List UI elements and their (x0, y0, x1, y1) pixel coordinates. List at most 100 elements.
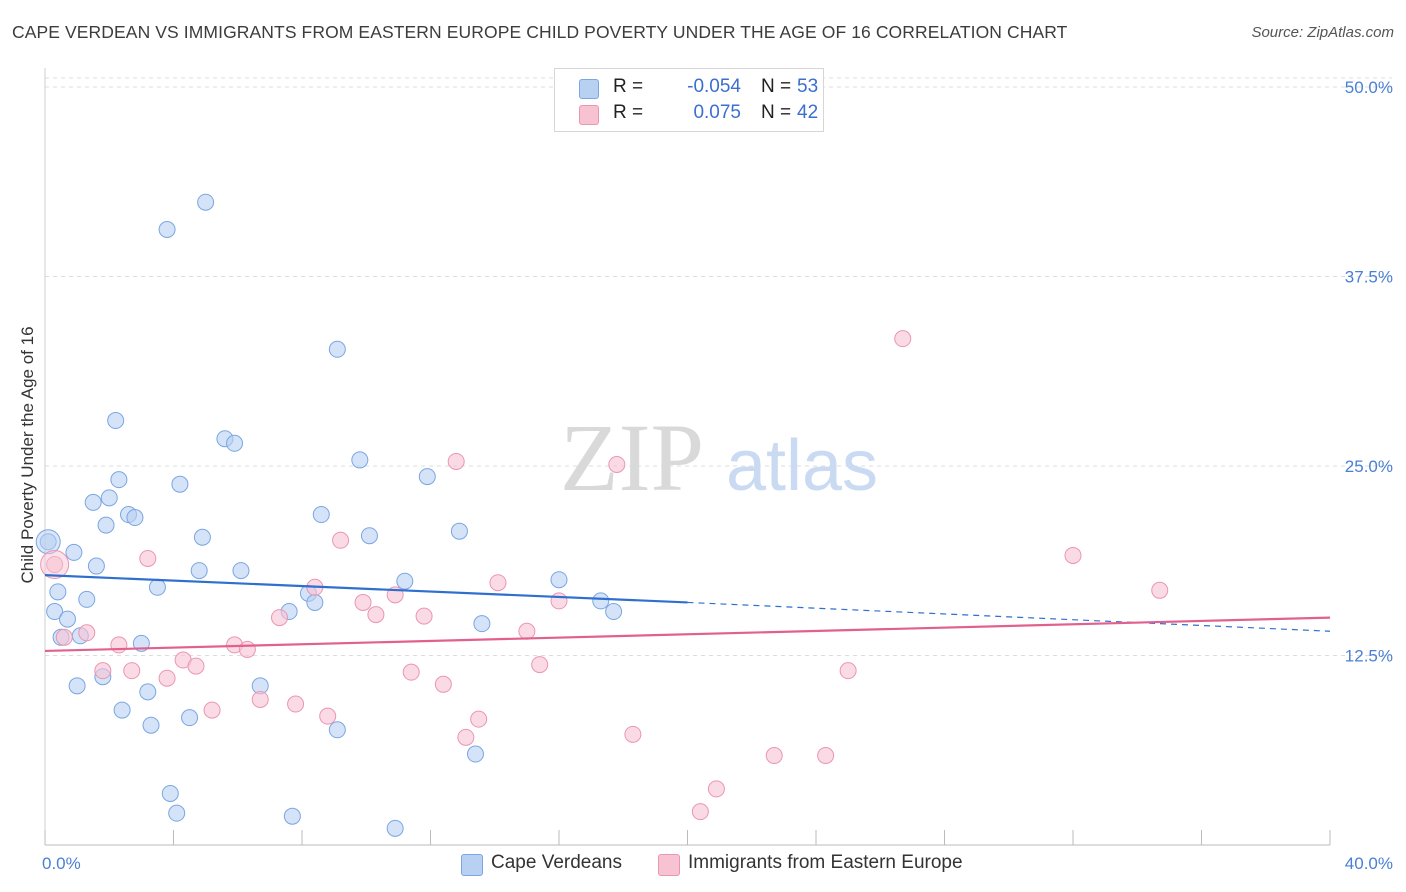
legend-n-value: 53 (797, 76, 819, 97)
watermark-atlas: atlas (726, 426, 878, 506)
point-eastern-europe (691, 803, 709, 821)
point-eastern-europe (550, 592, 568, 610)
series-label: Cape Verdeans (491, 852, 622, 873)
chart-title: CAPE VERDEAN VS IMMIGRANTS FROM EASTERN … (12, 22, 1068, 42)
point-cape-verdean (550, 571, 568, 589)
point-eastern-europe (94, 662, 112, 680)
point-cape-verdean (100, 489, 118, 507)
point-cape-verdean (306, 593, 324, 611)
point-cape-verdean (197, 193, 215, 211)
point-cape-verdean (226, 434, 244, 452)
trend-lines (44, 574, 1331, 653)
point-cape-verdean (126, 509, 144, 527)
point-eastern-europe (203, 701, 221, 719)
point-cape-verdean (168, 804, 186, 822)
series-swatch-pink (658, 854, 680, 876)
point-cape-verdean (58, 610, 76, 628)
point-cape-verdean (283, 807, 301, 825)
point-cape-verdean (110, 471, 128, 489)
y-tick-label: 12.5% (1345, 647, 1393, 666)
point-eastern-europe (447, 452, 465, 470)
point-cape-verdean (418, 468, 436, 486)
y-tick-label: 50.0% (1345, 78, 1393, 97)
point-cape-verdean (87, 557, 105, 575)
point-eastern-europe (1151, 581, 1169, 599)
point-cape-verdean (68, 677, 86, 695)
series-legend: Cape Verdeans Immigrants from Eastern Eu… (0, 852, 1406, 878)
legend-r-label: R = (613, 76, 644, 97)
point-cape-verdean (592, 592, 610, 610)
watermark: ZIP atlas (560, 404, 878, 511)
point-cape-verdean (107, 412, 125, 430)
point-eastern-europe (457, 728, 475, 746)
point-cape-verdean (46, 603, 64, 621)
point-cape-verdean (450, 522, 468, 540)
point-cape-verdean (181, 709, 199, 727)
point-cape-verdean (113, 701, 131, 719)
point-eastern-europe (707, 780, 725, 798)
trend-line-cape-verdeans-extrapolated (687, 601, 1331, 632)
point-cape-verdean (158, 221, 176, 239)
point-eastern-europe-large (40, 550, 70, 580)
watermark-zip: ZIP (560, 404, 704, 511)
point-cape-verdean (351, 451, 369, 469)
legend-n-label: N = (761, 76, 792, 97)
legend-r-label: R = (613, 102, 644, 123)
legend-swatch-blue (579, 79, 599, 99)
point-eastern-europe (765, 747, 783, 765)
correlation-legend: R = -0.054 N = 53 R = 0.075 N = 42 (554, 68, 824, 132)
legend-n-value: 42 (797, 102, 819, 123)
point-eastern-europe (158, 669, 176, 687)
legend-r-value: -0.054 (687, 76, 741, 97)
y-tick-label: 25.0% (1345, 457, 1393, 476)
point-cape-verdean (386, 819, 404, 837)
point-cape-verdean (49, 583, 67, 601)
point-eastern-europe (470, 710, 488, 728)
point-eastern-europe (139, 549, 157, 567)
point-eastern-europe (1064, 546, 1082, 564)
trend-line-eastern-europe (44, 616, 1331, 653)
point-eastern-europe (354, 593, 372, 611)
point-eastern-europe (434, 675, 452, 693)
point-cape-verdean (193, 528, 211, 546)
point-eastern-europe (367, 606, 385, 624)
y-axis-label: Child Poverty Under the Age of 16 (18, 326, 37, 583)
point-cape-verdean (65, 543, 83, 561)
point-cape-verdean (328, 340, 346, 358)
point-cape-verdean (473, 615, 491, 633)
point-eastern-europe (251, 690, 269, 708)
source-credit: Source: ZipAtlas.com (1251, 24, 1394, 41)
point-cape-verdean (78, 590, 96, 608)
point-cape-verdean (142, 716, 160, 734)
point-eastern-europe (123, 662, 141, 680)
point-cape-verdean (466, 745, 484, 763)
point-cape-verdean (232, 562, 250, 580)
point-cape-verdean (360, 527, 378, 545)
point-cape-verdean (605, 603, 623, 621)
point-cape-verdean (171, 475, 189, 493)
point-eastern-europe (894, 330, 912, 348)
series-label: Immigrants from Eastern Europe (688, 852, 963, 873)
point-cape-verdean (396, 572, 414, 590)
point-eastern-europe (531, 656, 549, 674)
x-tick-label: 40.0% (1345, 854, 1393, 873)
point-eastern-europe (402, 663, 420, 681)
point-eastern-europe (415, 607, 433, 625)
point-eastern-europe (78, 624, 96, 642)
axes (44, 68, 1331, 846)
data-points (35, 193, 1169, 837)
legend-r-value: 0.075 (693, 102, 741, 123)
legend-n-label: N = (761, 102, 792, 123)
legend-swatch-pink (579, 105, 599, 125)
point-eastern-europe (518, 622, 536, 640)
point-eastern-europe (817, 747, 835, 765)
point-eastern-europe (624, 725, 642, 743)
trend-line-cape-verdeans (44, 574, 688, 604)
point-eastern-europe (839, 662, 857, 680)
series-swatch-blue (461, 854, 483, 876)
point-cape-verdean (84, 493, 102, 511)
tick-labels: 12.5% 25.0% 37.5% 50.0% 0.0% 40.0% (42, 78, 1393, 873)
point-eastern-europe (332, 531, 350, 549)
y-tick-label: 37.5% (1345, 268, 1393, 287)
